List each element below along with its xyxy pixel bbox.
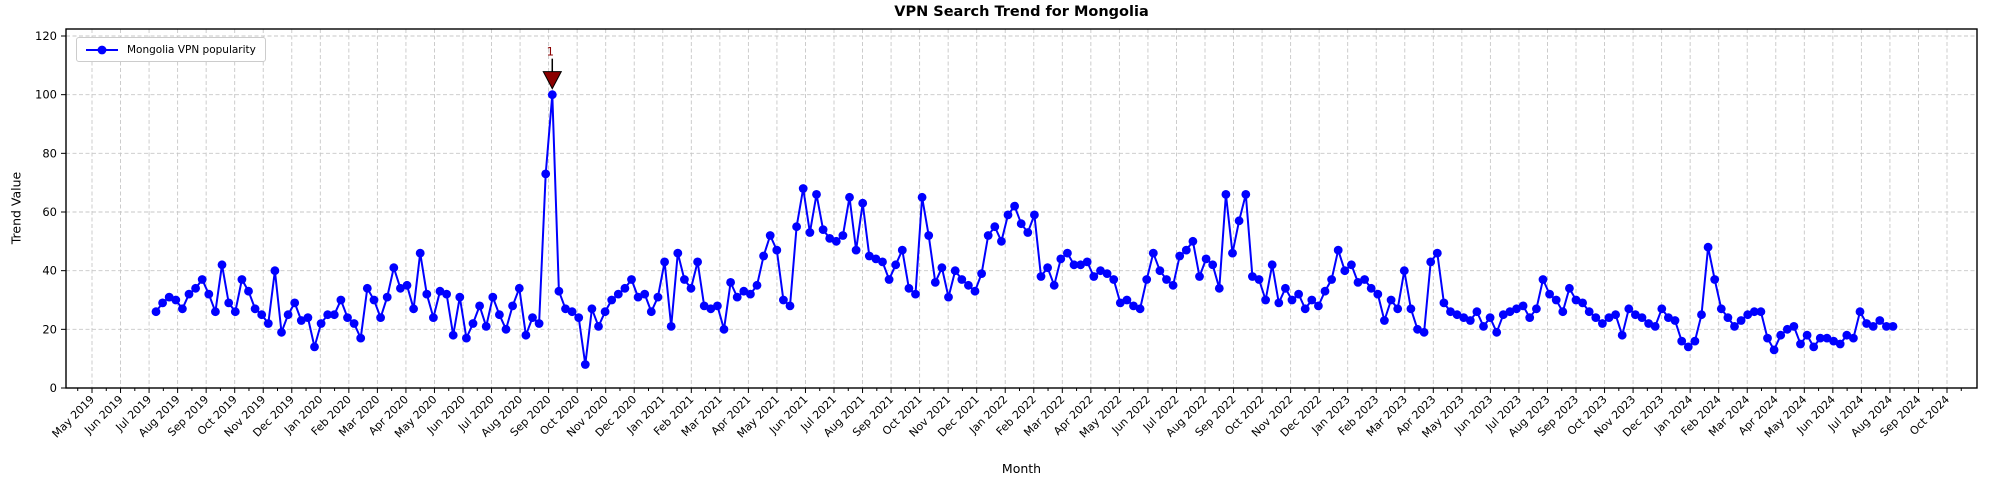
svg-text:20: 20 [42, 322, 57, 336]
legend-line-marker-icon [86, 45, 118, 54]
axes [65, 28, 1978, 389]
gridlines [66, 29, 1977, 388]
svg-text:60: 60 [42, 205, 57, 219]
chart-title: VPN Search Trend for Mongolia [894, 4, 1149, 20]
svg-text:80: 80 [42, 146, 57, 160]
tick-marks [61, 35, 1962, 393]
data-series [151, 90, 1898, 369]
data-points [151, 90, 1898, 369]
svg-text:40: 40 [42, 264, 57, 278]
svg-text:100: 100 [35, 88, 57, 102]
x-axis-label: Month [1001, 461, 1042, 476]
annotation-label: 1 [547, 45, 554, 59]
peak-annotation: 1 [542, 45, 563, 90]
legend: Mongolia VPN popularity [76, 37, 266, 62]
y-tick-labels: 0 20 40 60 80 100 120 [35, 29, 57, 395]
svg-text:120: 120 [35, 29, 57, 43]
y-axis-label: Trend Value [8, 171, 24, 245]
legend-label: Mongolia VPN popularity [127, 43, 256, 56]
svg-text:0: 0 [50, 381, 57, 395]
